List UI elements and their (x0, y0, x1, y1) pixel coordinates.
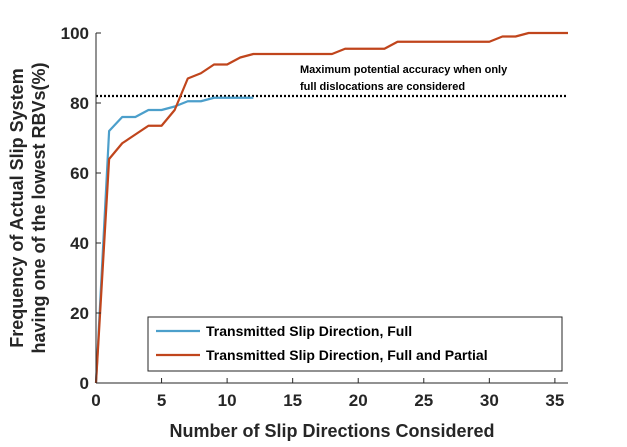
series-line-1 (94, 31, 568, 384)
legend: Transmitted Slip Direction, Full Transmi… (147, 316, 563, 372)
y-tick-label: 40 (70, 234, 89, 253)
x-tick-label: 10 (218, 391, 237, 410)
x-tick-label: 30 (480, 391, 499, 410)
x-ticks: 0 5 10 15 20 25 30 35 (91, 378, 564, 410)
y-axis-label-line-1: Frequency of Actual Slip System (7, 68, 27, 347)
x-tick-label: 5 (157, 391, 166, 410)
x-tick-label: 15 (283, 391, 302, 410)
x-tick-label: 25 (414, 391, 433, 410)
legend-label-full: Transmitted Slip Direction, Full (206, 323, 412, 339)
x-tick-label: 0 (91, 391, 100, 410)
series-line-0 (94, 96, 254, 384)
y-tick-label: 0 (80, 374, 89, 393)
x-tick-label: 20 (349, 391, 368, 410)
y-tick-label: 80 (70, 94, 89, 113)
annotation-line-1: Maximum potential accuracy when only (300, 64, 508, 76)
y-tick-label: 20 (70, 304, 89, 323)
y-tick-label: 60 (70, 164, 89, 183)
legend-label-full-and-partial: Transmitted Slip Direction, Full and Par… (206, 347, 488, 363)
y-ticks: 0 20 40 60 80 100 (61, 24, 101, 393)
x-axis-label: Number of Slip Directions Considered (169, 421, 494, 441)
y-axis-label-line-2: having one of the lowest RBVs(%) (29, 62, 49, 353)
annotation-line-2: full dislocations are considered (300, 81, 465, 93)
y-tick-label: 100 (61, 24, 89, 43)
series-group (94, 31, 568, 384)
legend-box (147, 316, 563, 372)
x-tick-label: 35 (545, 391, 564, 410)
